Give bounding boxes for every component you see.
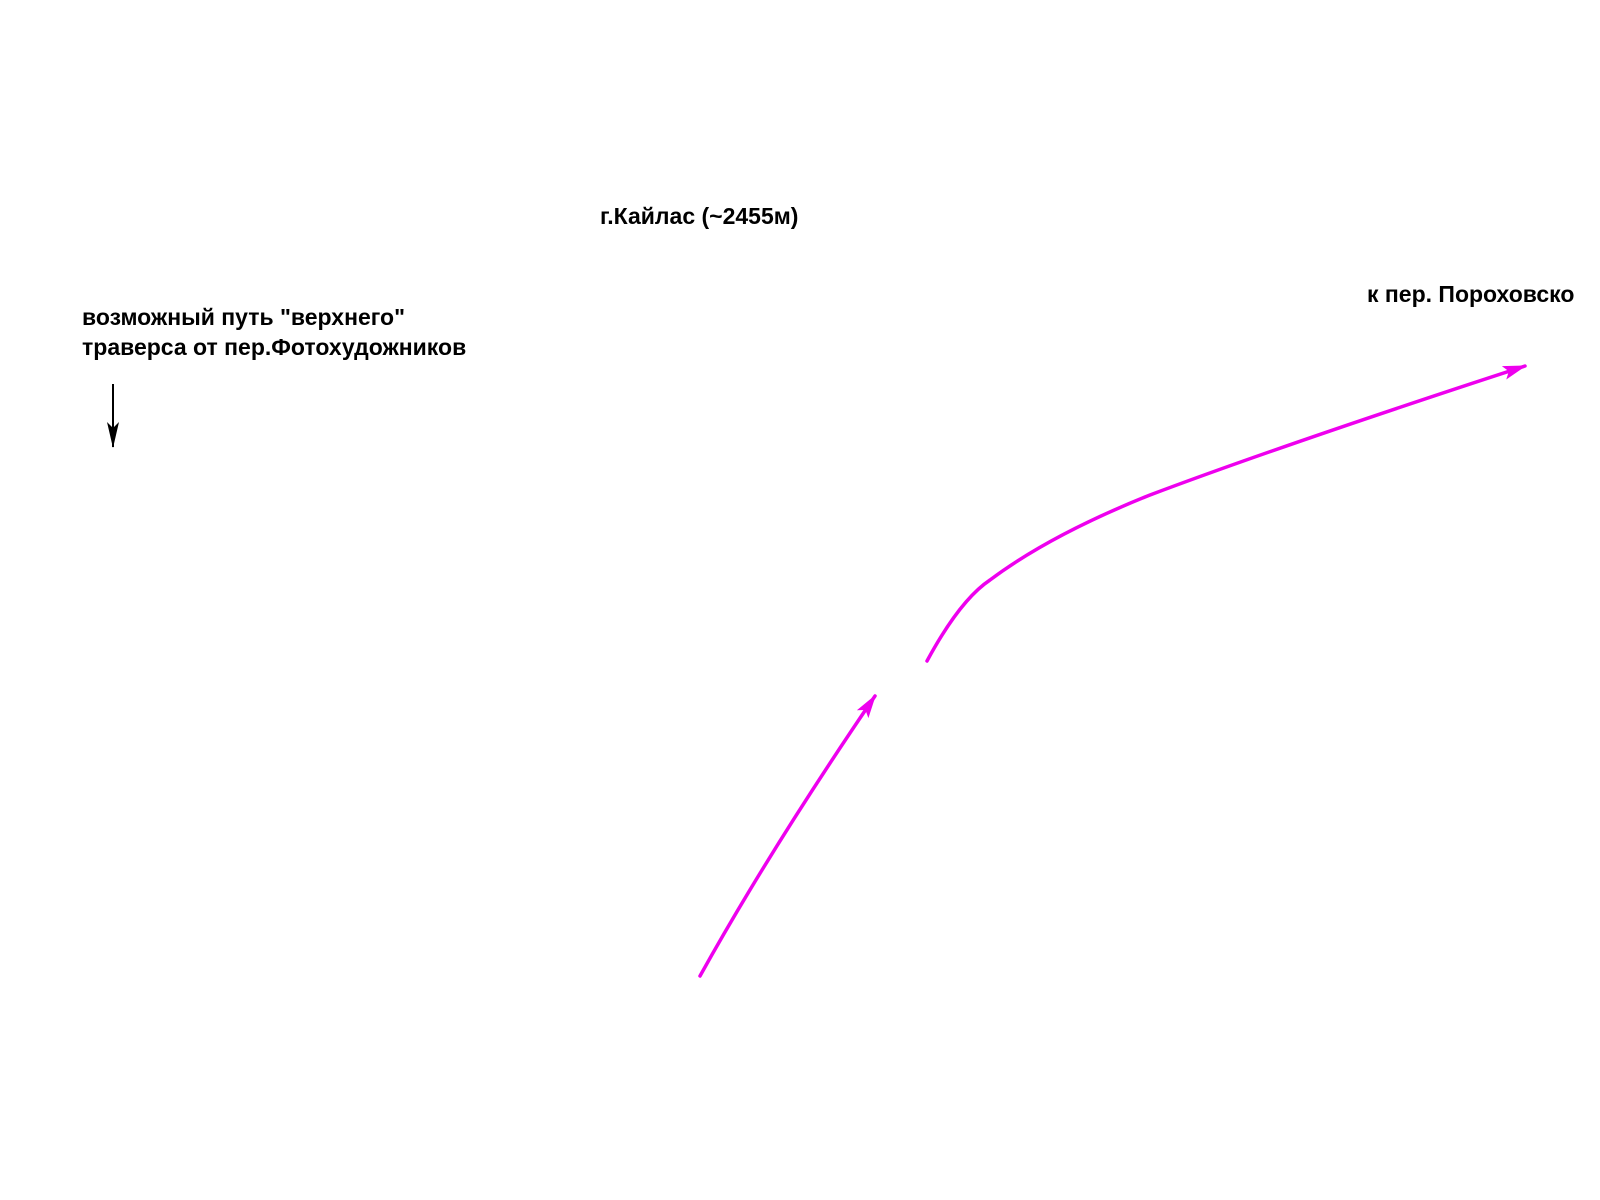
route-path-upper-arrow <box>925 364 1527 663</box>
peak-label: г.Кайлас (~2455м) <box>600 203 799 229</box>
upper-traverse-label-line-1: возможный путь "верхнего" <box>82 304 406 330</box>
route-path-lower-arrow <box>698 694 877 978</box>
upper-traverse-label-line-2: траверса от пер.Фотохудожников <box>82 334 467 360</box>
pass-direction-label: к пер. Пороховско <box>1367 281 1575 307</box>
upper-traverse-label: возможный путь "верхнего" траверса от пе… <box>82 302 466 362</box>
